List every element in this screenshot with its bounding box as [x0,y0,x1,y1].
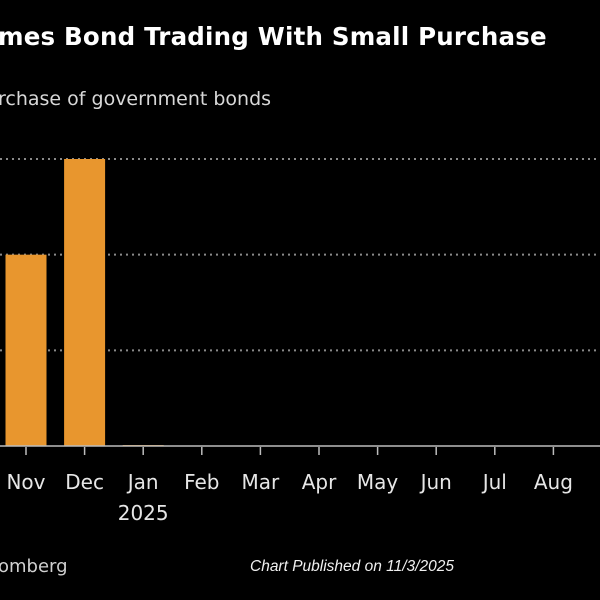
x-tick-label-feb: Feb [184,470,219,494]
x-tick-label-dec: Dec [65,470,104,494]
x-tick-label-nov: Nov [6,470,45,494]
x-tick-labels: NovDecJan2025FebMarAprMayJunJulAugS [6,470,573,525]
x-tick-label-aug: Aug [534,470,573,494]
published-date: Chart Published on 11/3/2025 [250,558,454,575]
source-label: omberg [0,556,68,577]
chart-subtitle: rchase of government bonds [0,88,272,110]
x-tick-label-jul: Jul [481,470,507,494]
x-tick-label-apr: Apr [302,470,337,494]
x-tick-sublabel-jan: 2025 [118,501,169,525]
x-tick-label-jan: Jan [126,470,159,494]
x-tick-label-jun: Jun [419,470,452,494]
bars [5,159,164,446]
x-axis [0,445,600,455]
chart-title: mes Bond Trading With Small Purchase [0,22,547,51]
bar-chart: NovDecJan2025FebMarAprMayJunJulAugS [0,158,600,525]
bar-nov [5,254,47,446]
x-tick-label-mar: Mar [242,470,281,494]
gridlines [0,158,600,352]
x-tick-label-may: May [357,470,399,494]
bar-dec [64,159,106,446]
